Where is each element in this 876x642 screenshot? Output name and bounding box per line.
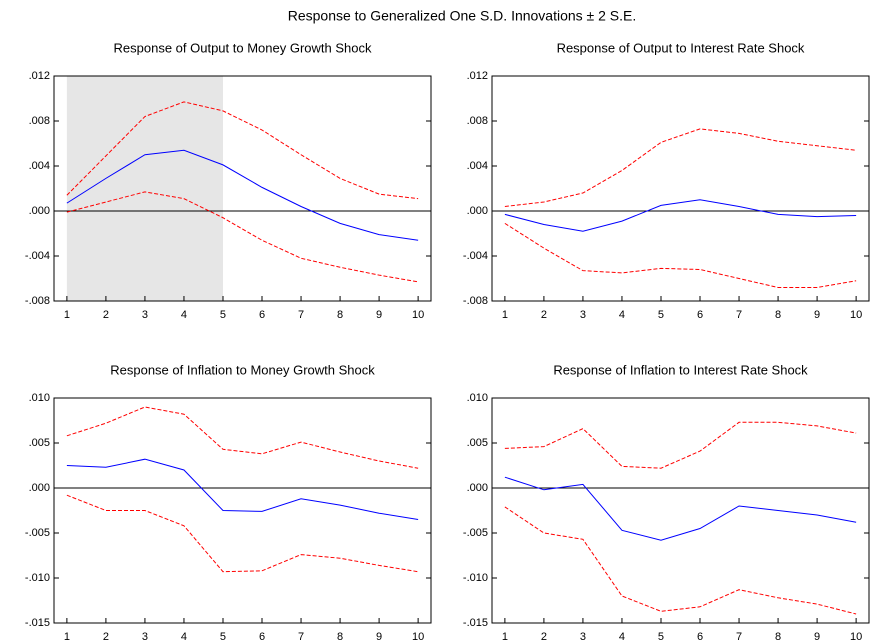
x-tick-label: 10 <box>412 631 424 642</box>
response-line <box>66 458 419 520</box>
band-line <box>66 191 419 283</box>
x-tick-label: 2 <box>103 309 109 321</box>
x-tick-label: 3 <box>142 309 148 321</box>
band-line <box>66 101 419 200</box>
shaded-region <box>66 76 223 301</box>
x-tick-label: 9 <box>376 309 382 321</box>
y-tick-label: .010 <box>467 392 488 404</box>
x-tick-label: 8 <box>775 631 781 642</box>
panel-title: Response of Inflation to Interest Rate S… <box>553 362 808 377</box>
x-tick-label: 4 <box>181 631 187 642</box>
plot-frame <box>491 75 870 302</box>
x-tick-label: 9 <box>814 631 820 642</box>
y-tick-label: .000 <box>29 482 50 494</box>
y-tick-label: -.005 <box>25 527 50 539</box>
response-line <box>66 149 419 241</box>
x-tick-label: 8 <box>337 631 343 642</box>
x-tick-label: 5 <box>220 309 226 321</box>
x-tick-label: 7 <box>298 631 304 642</box>
y-tick-label: -.004 <box>463 250 488 262</box>
y-tick-label: .005 <box>29 437 50 449</box>
x-tick-label: 3 <box>580 309 586 321</box>
x-tick-label: 5 <box>220 631 226 642</box>
y-tick-label: .000 <box>467 482 488 494</box>
x-tick-label: 6 <box>697 631 703 642</box>
x-tick-label: 5 <box>658 309 664 321</box>
y-tick-label: .000 <box>29 205 50 217</box>
band-line <box>66 494 419 573</box>
y-tick-label: .012 <box>29 70 50 82</box>
y-tick-label: .008 <box>29 115 50 127</box>
x-tick-label: 6 <box>259 631 265 642</box>
x-tick-label: 8 <box>337 309 343 321</box>
x-tick-label: 3 <box>580 631 586 642</box>
x-tick-label: 4 <box>619 309 625 321</box>
y-tick-label: -.008 <box>463 295 488 307</box>
panel-title: Response of Output to Interest Rate Shoc… <box>557 40 805 55</box>
y-tick-label: -.004 <box>25 250 50 262</box>
y-tick-label: .010 <box>29 392 50 404</box>
panel-title: Response of Inflation to Money Growth Sh… <box>110 362 375 377</box>
figure-title: Response to Generalized One S.D. Innovat… <box>288 8 637 24</box>
x-tick-label: 6 <box>697 309 703 321</box>
y-tick-label: .004 <box>29 160 50 172</box>
x-tick-label: 7 <box>298 309 304 321</box>
band-line <box>504 506 857 615</box>
x-tick-label: 10 <box>850 309 862 321</box>
response-line <box>504 476 857 541</box>
x-tick-label: 1 <box>64 309 70 321</box>
x-tick-label: 9 <box>814 309 820 321</box>
x-tick-label: 7 <box>736 631 742 642</box>
y-tick-label: -.008 <box>25 295 50 307</box>
x-tick-label: 1 <box>502 631 508 642</box>
y-tick-label: -.005 <box>463 527 488 539</box>
y-tick-label: -.010 <box>25 572 50 584</box>
x-tick-label: 4 <box>181 309 187 321</box>
band-line <box>504 222 857 288</box>
band-line <box>504 128 857 207</box>
x-tick-label: 2 <box>541 631 547 642</box>
band-line <box>504 421 857 469</box>
y-tick-label: -.015 <box>463 617 488 629</box>
y-tick-label: -.015 <box>25 617 50 629</box>
response-line <box>504 199 857 232</box>
y-tick-label: .012 <box>467 70 488 82</box>
x-tick-label: 6 <box>259 309 265 321</box>
y-tick-label: .008 <box>467 115 488 127</box>
y-tick-label: .005 <box>467 437 488 449</box>
x-tick-label: 4 <box>619 631 625 642</box>
x-tick-label: 7 <box>736 309 742 321</box>
x-tick-label: 10 <box>412 309 424 321</box>
x-tick-label: 1 <box>502 309 508 321</box>
x-tick-label: 10 <box>850 631 862 642</box>
plot-frame <box>53 75 432 302</box>
x-tick-label: 1 <box>64 631 70 642</box>
y-tick-label: .000 <box>467 205 488 217</box>
plot-frame <box>53 397 432 624</box>
x-tick-label: 2 <box>541 309 547 321</box>
panel-title: Response of Output to Money Growth Shock <box>114 40 372 55</box>
y-tick-label: .004 <box>467 160 488 172</box>
y-tick-label: -.010 <box>463 572 488 584</box>
x-tick-label: 3 <box>142 631 148 642</box>
x-tick-label: 9 <box>376 631 382 642</box>
plot-frame <box>491 397 870 624</box>
x-tick-label: 8 <box>775 309 781 321</box>
x-tick-label: 2 <box>103 631 109 642</box>
band-line <box>66 406 419 469</box>
x-tick-label: 5 <box>658 631 664 642</box>
